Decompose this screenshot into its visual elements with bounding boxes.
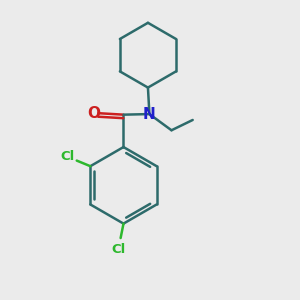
Text: N: N [143, 106, 156, 122]
Text: Cl: Cl [111, 243, 125, 256]
Text: O: O [88, 106, 100, 121]
Text: Cl: Cl [60, 150, 74, 163]
